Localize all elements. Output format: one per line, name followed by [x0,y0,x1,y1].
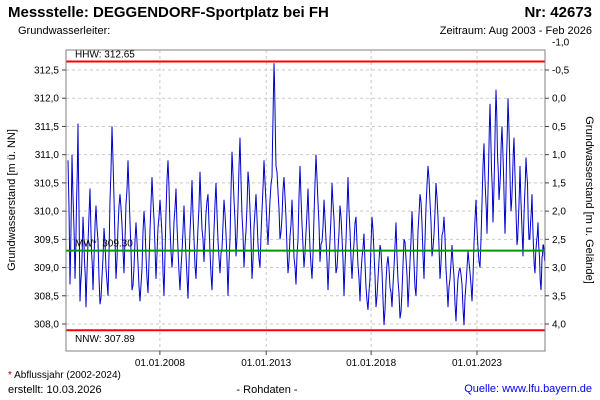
plot-border [65,49,546,352]
right-tick-label: -1,0 [552,37,570,48]
left-tick-label: 309,0 [34,263,59,274]
right-tick-label: 2,0 [552,207,566,218]
left-tick-label: 308,0 [34,320,59,331]
y-axis-title-left: Grundwasserstand [m ü. NN] [6,129,18,271]
left-tick-label: 312,0 [34,94,59,105]
footnote: * Abflussjahr (2002-2024) [8,370,121,381]
right-tick-label: 1,5 [552,178,566,189]
x-tick-label: 01.01.2008 [135,358,185,369]
left-tick-label: 312,5 [34,66,59,77]
x-tick-label: 01.01.2013 [241,358,291,369]
left-tick-label: 311,5 [35,122,60,133]
hhw-label: HHW: 312.65 [75,50,135,61]
right-tick-label: 1,0 [552,150,566,161]
axis-ticks [62,69,549,355]
right-tick-label: -0,5 [552,66,570,77]
mw-label: MW*: 309.30 [75,239,133,250]
left-tick-label: 311,0 [35,150,60,161]
right-tick-label: 2,5 [552,235,566,246]
x-tick-label: 01.01.2023 [452,358,502,369]
right-tick-label: 0,5 [552,122,566,133]
period-label: Zeitraum: Aug 2003 - Feb 2026 [439,25,592,37]
station-number: Nr: 42673 [524,4,592,21]
data-series [67,63,546,326]
reference-lines: HHW: 312.65 MW*: 309.30 NNW: 307.89 [66,50,545,345]
footnote-text: Abflussjahr (2002-2024) [11,370,121,381]
plot-frame [65,49,546,352]
left-tick-label: 309,5 [34,235,59,246]
footnote-asterisk: * [8,370,12,381]
left-tick-label: 310,5 [34,178,59,189]
x-tick-label: 01.01.2018 [346,358,396,369]
page-title: Messstelle: DEGGENDORF-Sportplatz bei FH [8,4,329,21]
right-tick-label: 0,0 [552,94,566,105]
gridlines [66,50,545,351]
left-tick-label: 310,0 [34,207,59,218]
y-axis-title-right: Grundwasserstand [m u. Gelände] [583,116,595,284]
nnw-label: NNW: 307.89 [75,334,135,345]
source-link[interactable]: Quelle: www.lfu.bayern.de [464,383,592,395]
rohdaten-label: - Rohdaten - [236,384,298,396]
groundwater-line [67,63,546,326]
left-tick-label: 308,5 [34,291,59,302]
created-date-label: erstellt: 10.03.2026 [8,384,102,396]
right-tick-label: 4,0 [552,320,566,331]
right-tick-label: 3,5 [552,291,566,302]
aquifer-label: Grundwasserleiter: [18,25,111,37]
axis-tick-labels: 312,5 312,0 311,5 311,0 310,5 310,0 309,5 309,0… [34,37,570,369]
right-tick-label: 3,0 [552,263,566,274]
